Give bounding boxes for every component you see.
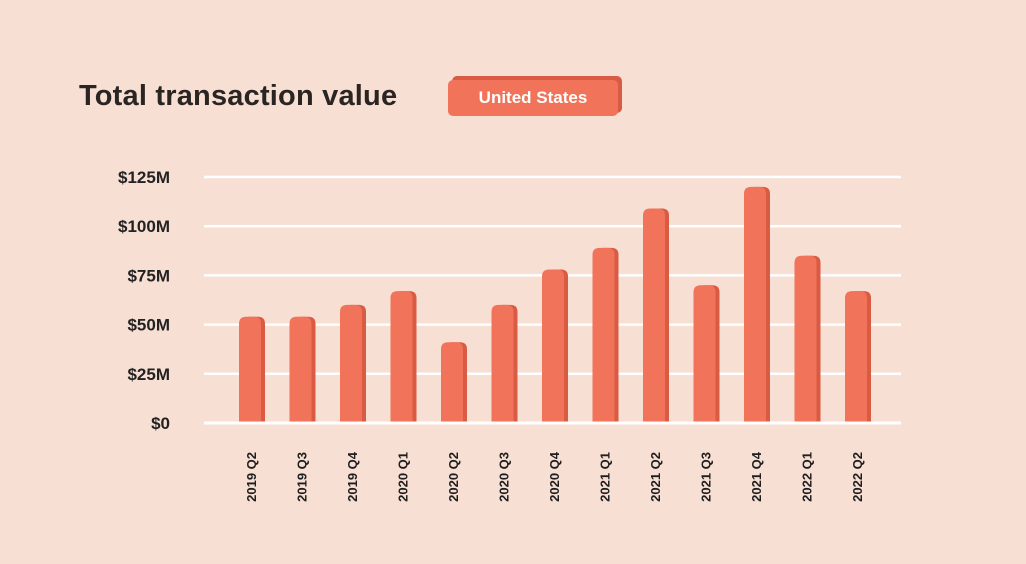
bar (239, 316, 261, 423)
bar (390, 291, 413, 423)
y-tick-label: $125M (118, 168, 170, 187)
x-tick-label: 2021 Q3 (699, 452, 714, 502)
x-tick-label: 2021 Q2 (648, 452, 663, 502)
y-tick-label: $100M (118, 217, 170, 236)
bar-group (794, 255, 821, 423)
bar (845, 291, 867, 423)
region-badge: United States (448, 76, 622, 116)
x-tick-label: 2020 Q1 (396, 452, 411, 502)
bar-group (744, 186, 770, 423)
bar-group (693, 285, 720, 423)
x-tick-label: 2020 Q2 (446, 452, 461, 502)
bar (693, 285, 716, 423)
x-tick-label: 2019 Q3 (295, 452, 310, 502)
y-tick-label: $25M (127, 365, 170, 384)
bar-group (491, 304, 518, 423)
bar (441, 342, 463, 423)
bar (744, 186, 766, 423)
bar (491, 304, 514, 423)
x-tick-label: 2021 Q4 (749, 451, 764, 502)
bar-group (390, 291, 417, 423)
bar (289, 316, 312, 423)
bar (542, 269, 564, 423)
x-tick-label: 2022 Q1 (800, 452, 815, 502)
bar-group (441, 342, 467, 423)
x-tick-label: 2020 Q4 (547, 451, 562, 502)
bar-group (643, 208, 669, 423)
bar-group (542, 269, 568, 423)
bar (794, 255, 817, 423)
bar-group (592, 247, 619, 423)
page-title: Total transaction value (79, 80, 398, 112)
x-tick-label: 2019 Q2 (244, 452, 259, 502)
region-badge-label: United States (448, 80, 618, 116)
y-tick-label: $50M (127, 316, 170, 335)
x-tick-label: 2021 Q1 (598, 452, 613, 502)
bar (643, 208, 665, 423)
x-tick-label: 2022 Q2 (850, 452, 865, 502)
bar (592, 247, 615, 423)
bar-group (239, 316, 265, 423)
x-tick-label: 2020 Q3 (497, 452, 512, 502)
bar (340, 304, 362, 423)
bar-group (845, 291, 871, 423)
y-tick-label: $0 (151, 414, 170, 433)
bar-group (289, 316, 316, 423)
y-tick-label: $75M (127, 266, 170, 285)
x-tick-label: 2019 Q4 (345, 451, 360, 502)
bar-group (340, 304, 366, 423)
